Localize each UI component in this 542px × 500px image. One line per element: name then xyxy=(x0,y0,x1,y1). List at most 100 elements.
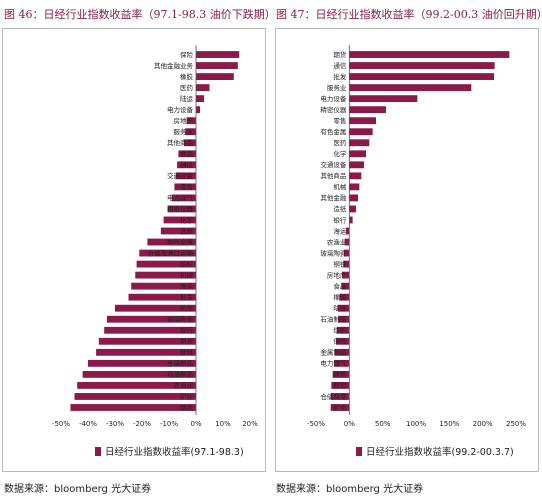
bar-其他商品 xyxy=(349,172,362,180)
category-label: 电力煤气 xyxy=(167,193,194,202)
source-note-right: 数据来源：bloomberg 光大证券 xyxy=(276,484,424,495)
category-label: 化学 xyxy=(180,215,194,224)
x-tick-label: -20% xyxy=(133,420,151,428)
bar-其他商品 xyxy=(183,139,196,147)
legend-swatch xyxy=(356,447,362,456)
x-tick-label: 0% xyxy=(190,420,201,428)
category-label: 金属制品 xyxy=(320,348,346,357)
category-label: 批发 xyxy=(333,72,347,81)
legend-label: 日经行业指数收益率(99.2-00.3.7) xyxy=(366,446,514,458)
bar-食品 xyxy=(178,150,196,158)
x-tick-label: 150% xyxy=(439,420,459,428)
bar-医药 xyxy=(196,84,210,92)
bar-海运 xyxy=(131,282,196,290)
bar-纺织 xyxy=(136,260,196,268)
bar-精密仪器 xyxy=(167,205,196,213)
bar-造纸 xyxy=(349,205,356,213)
category-label: 保险 xyxy=(180,50,194,59)
chart-title-left: 图 46：日经行业指数收益率（97.1-98.3 油价下跌期） xyxy=(4,8,276,21)
bar-期货 xyxy=(349,51,510,58)
bar-交通设备 xyxy=(349,161,364,169)
category-label: 食品 xyxy=(333,281,346,290)
bar-交通设备 xyxy=(175,172,196,180)
bar-零售 xyxy=(174,183,196,191)
category-label: 机械 xyxy=(333,182,347,191)
category-label: 电力设备 xyxy=(167,105,194,114)
category-label: 电力设备 xyxy=(320,94,347,103)
category-label: 航空 xyxy=(180,304,194,313)
category-label: 造纸 xyxy=(180,226,194,235)
x-tick-label: -50% xyxy=(307,420,325,428)
bar-通信 xyxy=(177,161,196,169)
category-label: 交通设备 xyxy=(167,171,194,180)
category-label: 农渔业 xyxy=(327,237,347,246)
legend-swatch xyxy=(95,447,101,456)
bar-零售 xyxy=(349,117,376,125)
x-tick-label: 0% xyxy=(344,420,355,428)
category-label: 海运 xyxy=(180,281,194,290)
x-tick-label: 50% xyxy=(375,420,391,428)
category-label: 仓储及港 xyxy=(320,392,347,401)
bar-橡胶 xyxy=(196,73,234,80)
bar-农渔业 xyxy=(344,238,350,246)
category-label: 房地产 xyxy=(174,116,194,125)
category-label: 食品 xyxy=(180,149,193,158)
bar-化学 xyxy=(349,150,366,158)
bar-精密仪器 xyxy=(349,106,386,114)
category-label: 玻璃陶瓷 xyxy=(167,315,194,324)
category-label: 陆运 xyxy=(333,304,347,313)
x-tick-label: -40% xyxy=(79,420,97,428)
bar-农渔业 xyxy=(77,382,196,389)
bar-陆运 xyxy=(338,304,350,312)
bar-服务业 xyxy=(349,84,472,92)
category-label: 橡胶 xyxy=(333,292,347,301)
category-label: 纺织 xyxy=(333,326,347,335)
bar-航空 xyxy=(115,304,196,312)
bar-造纸 xyxy=(160,227,196,235)
x-tick-label: 200% xyxy=(473,420,493,428)
bar-海运 xyxy=(346,227,350,235)
bar-陆运 xyxy=(196,95,205,103)
bar-建筑 xyxy=(96,348,196,356)
category-label: 服务业 xyxy=(174,127,194,136)
bar-批发 xyxy=(128,293,196,301)
category-label: 其他商品 xyxy=(320,171,346,180)
bar-有色金属 xyxy=(147,238,196,246)
bar-金属制品 xyxy=(88,359,196,367)
category-label: 陆运 xyxy=(180,94,194,103)
category-label: 银行 xyxy=(180,326,194,335)
category-label: 钢铁 xyxy=(180,403,194,412)
bar-医药 xyxy=(349,139,370,147)
x-tick-label: -10% xyxy=(160,420,178,428)
category-label: 精密仪器 xyxy=(167,204,194,213)
bar-房地产 xyxy=(186,117,196,125)
category-label: 医药 xyxy=(180,83,194,92)
bar-矿业 xyxy=(330,404,350,411)
bar-仓储及港 xyxy=(330,393,350,400)
category-label: 橡胶 xyxy=(180,72,194,81)
chart-panel-left: 保险 其他金融业务 橡胶 医药 陆运 电力设备 房地产 服务业 其他商品 食品 通信 交通设备 零售 电力… xyxy=(2,28,266,472)
bar-期货 xyxy=(98,337,196,345)
bar-电力煤气 xyxy=(334,359,350,367)
category-label: 机械 xyxy=(180,270,194,279)
bar-银行 xyxy=(104,326,196,334)
category-label: 零售 xyxy=(180,182,193,191)
category-label: 服务业 xyxy=(327,83,347,92)
category-label: 其他金融 xyxy=(320,193,347,202)
bar-电力煤气 xyxy=(171,194,196,202)
category-label: 零售 xyxy=(333,116,346,125)
bar-有色金属 xyxy=(349,128,373,136)
bar-保险 xyxy=(336,337,350,345)
bar-建筑 xyxy=(332,370,350,378)
category-label: 钢铁 xyxy=(333,259,347,268)
category-label: 化学 xyxy=(333,149,347,158)
category-label: 建筑 xyxy=(180,348,194,357)
x-tick-label: 10% xyxy=(215,420,231,428)
category-label: 航空 xyxy=(333,381,347,390)
category-label: 银行 xyxy=(333,215,347,224)
source-note-left: 数据来源：bloomberg 光大证券 xyxy=(4,484,152,495)
category-label: 其他金融业务 xyxy=(154,61,194,70)
x-tick-label: 250% xyxy=(506,420,526,428)
category-label: 期货 xyxy=(333,50,347,59)
bar-橡胶 xyxy=(339,293,350,301)
